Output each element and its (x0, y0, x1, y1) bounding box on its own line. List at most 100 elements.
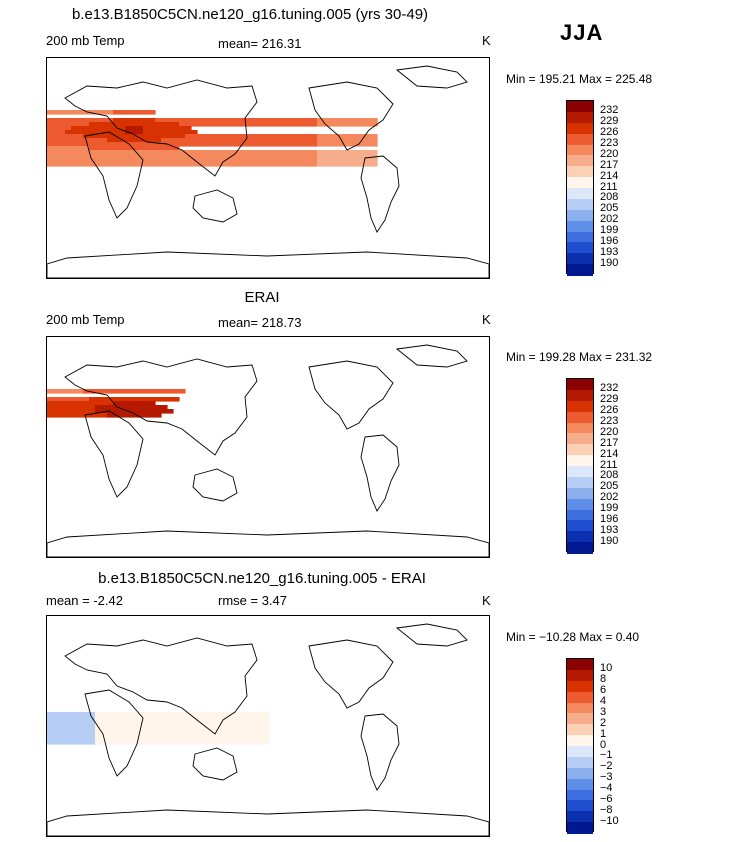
colorbar-cell (567, 659, 593, 671)
colorbar-label: 208 (600, 469, 619, 482)
map-contour-fill (317, 138, 378, 143)
panel-3-colorbar-labels: 10 8 6 4 3 2 1 0 −1 −2 −3 −4 −6 −8 −10 (600, 658, 640, 832)
panel-2-colorbar-labels: 232 229 226 223 220 217 214 211 208 205 202 199 196 1… (600, 378, 640, 552)
panel-3-center-label: rmse = 3.47 (218, 593, 288, 608)
map-contour-fill (47, 154, 318, 159)
map-contour-fill (179, 122, 318, 127)
map-contour-fill (113, 110, 156, 115)
colorbar-cell (567, 800, 593, 812)
map-contour-fill (95, 740, 270, 745)
colorbar-label: 232 (600, 382, 619, 395)
colorbar-cell (567, 531, 593, 543)
map-contour-fill (317, 122, 378, 127)
map-contour-fill (47, 712, 96, 717)
colorbar-label: 8 (600, 673, 607, 686)
map-contour-fill (113, 118, 156, 123)
colorbar-cell (567, 264, 593, 276)
map-contour-fill (95, 409, 174, 414)
colorbar-cell (567, 400, 593, 413)
colorbar-label: 229 (600, 393, 619, 406)
panel-2-map (46, 336, 490, 558)
colorbar-label: 232 (600, 104, 619, 117)
colorbar-cell (567, 691, 593, 703)
map-contour-fill (83, 134, 186, 139)
map-contour-fill (317, 158, 378, 163)
colorbar-label: 199 (600, 502, 619, 514)
panel-3-left-label: mean = -2.42 (46, 593, 123, 608)
colorbar-cell (567, 520, 593, 532)
colorbar-label: 205 (600, 202, 619, 215)
colorbar-label: 199 (600, 224, 619, 236)
colorbar-cell (567, 789, 593, 801)
map-contour-fill (83, 389, 186, 394)
colorbar-label: 214 (600, 447, 619, 460)
panel-1-left-label: 200 mb Temp (46, 33, 125, 48)
map-contour-fill (95, 728, 270, 733)
map-contour-fill (47, 126, 72, 131)
coastline (84, 131, 144, 219)
colorbar-label: 214 (600, 169, 619, 182)
map-contour-fill (95, 405, 168, 410)
map-contour-fill (47, 736, 96, 741)
panel-3-stats: Min = −10.28 Max = 0.40 (506, 630, 640, 644)
colorbar-cell (567, 166, 593, 178)
colorbar-label: 205 (600, 480, 619, 493)
panel-2-stats: Min = 199.28 Max = 231.32 (506, 350, 653, 364)
map-contour-fill (47, 389, 84, 394)
colorbar-label: 202 (600, 213, 619, 226)
coastline (84, 689, 144, 777)
map-contour-fill (47, 142, 318, 147)
colorbar-cell (567, 253, 593, 265)
coastline (360, 434, 400, 512)
coastline (64, 637, 258, 735)
colorbar-label: −3 (600, 771, 613, 784)
panel-3-units: K (482, 593, 491, 608)
colorbar-cell (567, 122, 593, 135)
coastline (47, 251, 489, 278)
colorbar-label: 3 (600, 705, 607, 718)
colorbar-cell (567, 767, 593, 780)
colorbar-cell (567, 778, 593, 790)
panel-1-colorbar (566, 100, 594, 276)
map-contour-fill (47, 158, 318, 163)
panel-1-map-contours (47, 65, 489, 278)
panel-2-units: K (482, 312, 491, 327)
map-contour-fill (47, 716, 96, 721)
colorbar-label: −8 (600, 803, 613, 816)
map-contour-fill (47, 409, 96, 414)
colorbar-label: 217 (600, 436, 619, 449)
season-label: JJA (560, 20, 604, 45)
panel-3-map (46, 615, 490, 837)
map-contour-fill (47, 405, 96, 410)
panel-1-center-label: mean= 216.31 (218, 36, 302, 51)
colorbar-cell (567, 198, 593, 211)
panel-1-units: K (482, 33, 491, 48)
panel-2-map-contours (47, 344, 489, 557)
colorbar-label: 226 (600, 126, 619, 139)
map-contour-fill (317, 162, 378, 167)
colorbar-label: −6 (600, 792, 613, 805)
colorbar-cell (567, 702, 593, 714)
colorbar-label: −4 (600, 782, 613, 794)
coastline (360, 155, 400, 233)
colorbar-cell (567, 669, 593, 682)
colorbar-cell (567, 822, 593, 834)
colorbar-cell (567, 509, 593, 521)
colorbar-cell (567, 144, 593, 156)
colorbar-label: 220 (600, 147, 619, 160)
colorbar-label: 190 (600, 534, 619, 547)
map-contour-fill (47, 146, 90, 151)
map-contour-fill (47, 118, 114, 123)
colorbar-label: 229 (600, 115, 619, 128)
map-contour-fill (185, 134, 318, 139)
map-contour-fill (47, 150, 318, 155)
colorbar-label: 190 (600, 256, 619, 269)
coastline (192, 468, 238, 502)
map-contour-fill (317, 134, 378, 139)
map-contour-fill (47, 110, 114, 115)
map-contour-fill (107, 138, 162, 143)
colorbar-label: 2 (600, 716, 607, 729)
colorbar-label: 0 (600, 738, 607, 751)
map-contour-fill (95, 716, 270, 721)
map-contour-fill (47, 130, 66, 135)
